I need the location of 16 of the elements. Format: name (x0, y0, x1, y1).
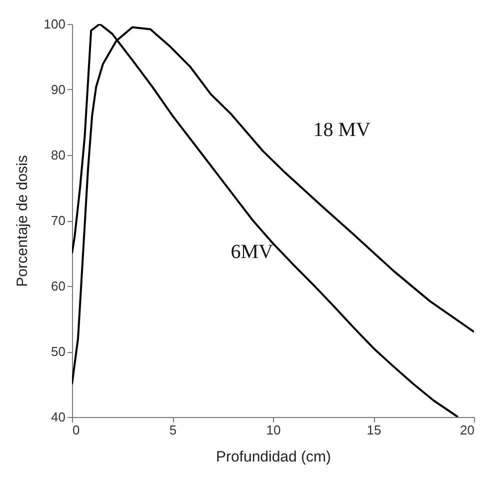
series-label: 6MV (230, 240, 274, 263)
text: 18 MV (313, 119, 371, 142)
y-axis-title: Porcentaje de dosis (14, 155, 31, 287)
x-tick-label: 5 (169, 422, 177, 438)
y-tick-label: 90 (51, 82, 66, 97)
x-tick-label: 0 (72, 422, 80, 438)
y-tick-label: 100 (44, 16, 66, 32)
x-tick-label: 15 (366, 422, 382, 438)
y-tick-label: 40 (51, 410, 66, 424)
x-axis-title: Profundidad (cm) (216, 448, 332, 466)
y-tick-label: 70 (51, 213, 66, 228)
x-tick-label: 10 (266, 422, 281, 438)
y-tick-label: 60 (51, 278, 66, 294)
y-tick-label: 80 (51, 148, 66, 162)
y-tick-label: 50 (51, 344, 66, 359)
x-tick-label: 20 (460, 422, 474, 438)
